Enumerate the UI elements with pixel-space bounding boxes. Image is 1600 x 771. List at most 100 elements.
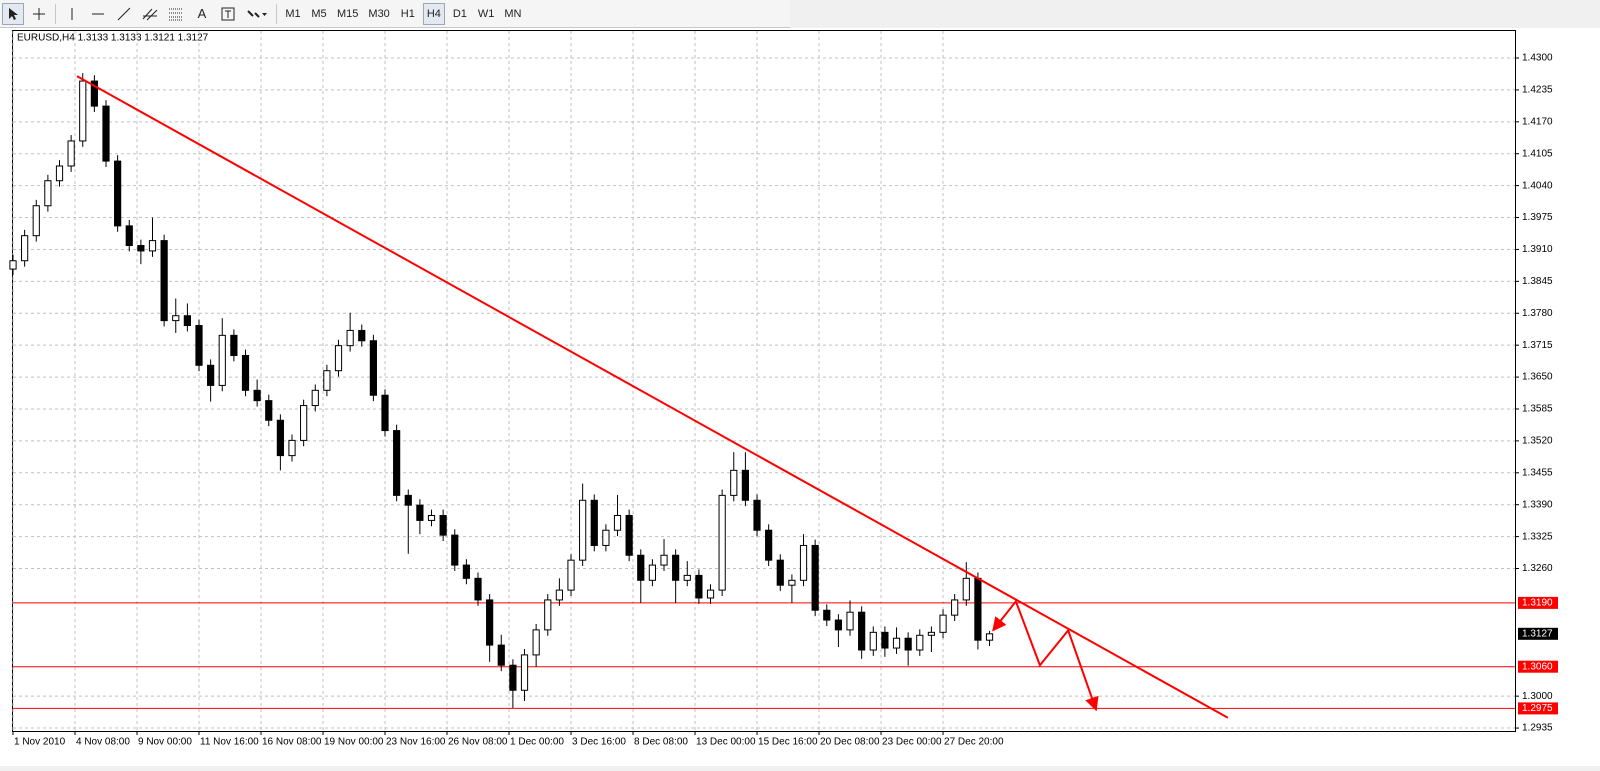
candle-body: [625, 515, 633, 556]
timeframe-button[interactable]: M15: [337, 7, 359, 20]
crosshair-tool[interactable]: [28, 3, 50, 25]
x-tick-label: 23 Dec 00:00: [882, 737, 942, 748]
candle-body: [904, 637, 912, 651]
candle-body: [183, 315, 191, 327]
candle-body: [927, 631, 936, 636]
candle-body: [544, 599, 552, 631]
timeframe-button[interactable]: W1: [477, 7, 495, 20]
candle-body: [741, 469, 749, 501]
x-tick-label: 15 Dec 16:00: [758, 737, 818, 748]
candle-body: [858, 611, 866, 651]
trendline-tool[interactable]: [113, 3, 135, 25]
icon: [33, 7, 45, 20]
vline-tool[interactable]: [61, 3, 83, 25]
x-tick-label: 20 Dec 08:00: [820, 737, 880, 748]
x-tick-label: 8 Dec 08:00: [634, 737, 688, 748]
candle-body: [613, 515, 622, 531]
x-tick-label: 3 Dec 16:00: [572, 737, 626, 748]
candle-body: [300, 405, 308, 441]
timeframe-button[interactable]: M30: [368, 7, 390, 20]
label-tool[interactable]: [217, 3, 239, 25]
candle-body: [346, 329, 354, 347]
chart-background: [0, 28, 1600, 766]
candle-body: [32, 205, 40, 237]
candle-body: [137, 245, 145, 252]
y-tick-label: 1.3325: [1522, 531, 1553, 542]
x-tick-label: 4 Nov 08:00: [76, 737, 130, 748]
x-tick-label: 26 Nov 08:00: [448, 737, 508, 748]
arrows-tool[interactable]: [243, 3, 271, 25]
level-label: 1.3060: [1522, 661, 1553, 672]
candle-body: [892, 637, 901, 649]
candle-body: [718, 494, 726, 591]
candle-body: [811, 544, 819, 611]
candle-body: [834, 619, 843, 631]
candle-body: [102, 105, 110, 162]
y-tick-label: 1.3000: [1522, 691, 1553, 702]
x-tick-label: 1 Nov 2010: [14, 737, 66, 748]
cursor-tool[interactable]: [2, 2, 24, 25]
timeframe-button[interactable]: M5: [311, 7, 327, 20]
candle-body: [765, 529, 773, 561]
candle-body: [974, 577, 982, 641]
y-tick-label: 1.2935: [1522, 723, 1553, 734]
candle-body: [788, 579, 796, 586]
y-tick-label: 1.3715: [1522, 340, 1553, 351]
candle-body: [532, 629, 540, 656]
y-tick-label: 1.4235: [1522, 85, 1553, 96]
candle-body: [369, 340, 377, 396]
timeframes: M1 M5 M15 M30 H1 H4 D1 W1 MN: [280, 2, 526, 25]
candle-body: [567, 559, 575, 591]
candle-body: [276, 419, 284, 457]
forecast-arrows: [992, 599, 1099, 712]
candle-body: [730, 469, 738, 496]
icon: [92, 13, 104, 14]
level-label: 1.2975: [1522, 703, 1553, 714]
channel-tool[interactable]: [139, 3, 161, 25]
level-label-box: [1518, 596, 1558, 609]
candle-body: [114, 160, 122, 227]
candle-body: [323, 370, 331, 391]
candle-body: [55, 165, 64, 182]
y-tick-label: 1.3520: [1522, 436, 1553, 447]
fibo-tool[interactable]: [165, 3, 187, 25]
current-price-label: 1.3127: [1522, 628, 1553, 639]
text-tool[interactable]: A: [197, 6, 207, 21]
toolbar: A M1 M5 M15 M30 H1 H4 D1 W1 MN: [0, 0, 790, 28]
timeframe-button[interactable]: H4: [422, 2, 445, 25]
candle-body: [462, 564, 470, 579]
y-tick-label: 1.3910: [1522, 244, 1553, 255]
candle-body: [520, 654, 529, 691]
timeframe-button[interactable]: H1: [400, 7, 415, 20]
candle-body: [590, 499, 598, 546]
y-tick-label: 1.3780: [1522, 308, 1553, 319]
candle-body: [985, 633, 994, 641]
x-tick-label: 16 Nov 08:00: [262, 737, 322, 748]
candle-body: [451, 534, 459, 566]
separator: [276, 3, 277, 24]
candle-body: [706, 589, 715, 599]
candle-body: [381, 394, 389, 432]
timeframe-button[interactable]: M1: [285, 7, 301, 20]
candle-body: [195, 325, 203, 366]
candle-body: [393, 430, 401, 496]
candle-body: [672, 554, 680, 581]
candle-body: [44, 180, 52, 207]
candle-body: [427, 515, 436, 521]
trendline: [76, 75, 1229, 719]
icon: [169, 8, 182, 20]
level-label: 1.3190: [1522, 598, 1553, 609]
candle-body: [79, 80, 87, 142]
candle-body: [846, 611, 854, 631]
candle-body: [67, 140, 75, 167]
hline-tool[interactable]: [87, 3, 109, 25]
x-tick-label: 13 Dec 00:00: [696, 737, 756, 748]
candle-body: [125, 225, 133, 247]
timeframe-button[interactable]: D1: [452, 7, 467, 20]
candle-body: [660, 554, 668, 566]
timeframe-button[interactable]: MN: [504, 7, 522, 20]
level-label-box: [1518, 702, 1558, 715]
level-label-box: [1518, 660, 1558, 673]
y-tick-label: 1.3455: [1522, 467, 1553, 478]
candle-body: [579, 499, 587, 561]
